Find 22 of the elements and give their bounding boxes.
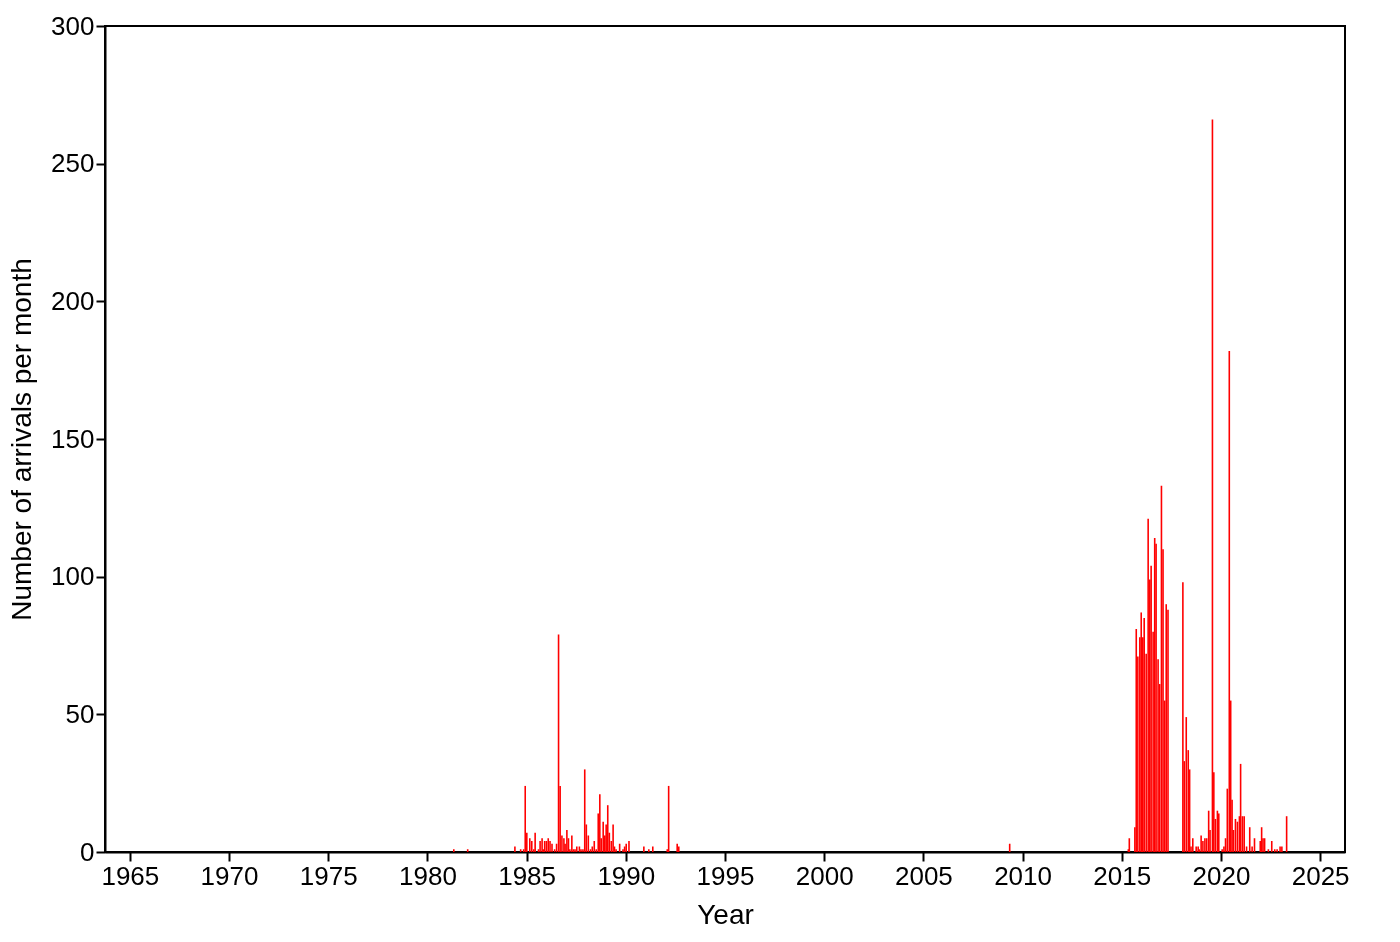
y-tick-label: 50 — [65, 698, 95, 729]
y-tick-label: 250 — [51, 148, 95, 179]
x-tick-label: 2010 — [994, 860, 1052, 891]
y-tick-label: 300 — [51, 10, 95, 41]
y-tick-label: 0 — [80, 836, 95, 867]
x-tick-label: 1975 — [299, 860, 358, 891]
x-tick-label: 1990 — [597, 860, 656, 891]
x-tick-label: 1980 — [399, 860, 457, 891]
y-tick-label: 100 — [51, 561, 95, 592]
x-tick-label: 2020 — [1192, 860, 1251, 891]
x-tick-label: 2025 — [1291, 860, 1350, 891]
x-tick-label: 2000 — [795, 860, 854, 891]
x-tick-label: 1970 — [200, 860, 259, 891]
x-tick-label: 2005 — [894, 860, 953, 891]
y-tick-label: 150 — [51, 423, 95, 454]
x-tick-label: 1965 — [101, 860, 160, 891]
x-axis-title: Year — [697, 898, 754, 930]
x-tick-label: 1995 — [696, 860, 755, 891]
y-tick-label: 200 — [51, 285, 95, 316]
y-axis-title: Number of arrivals per month — [6, 258, 38, 621]
x-tick-label: 1985 — [498, 860, 557, 891]
x-tick-label: 2015 — [1093, 860, 1152, 891]
